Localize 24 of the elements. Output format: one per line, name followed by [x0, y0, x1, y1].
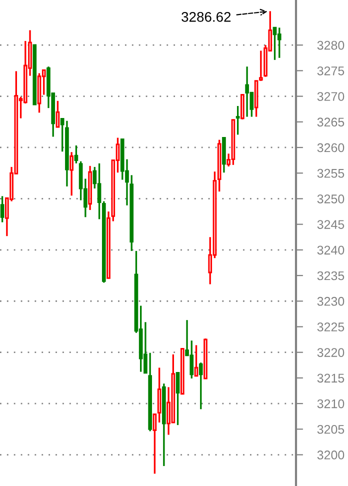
y-tick-label: 3255 [317, 168, 344, 178]
candlestick [130, 174, 134, 252]
y-tick-label: 3280 [317, 40, 344, 50]
y-tick-label: 3250 [317, 194, 344, 204]
y-tick-label: 3240 [317, 246, 344, 255]
y-tick-label: 3215 [317, 374, 344, 383]
candlestick [236, 105, 240, 136]
y-tick-label: 3275 [317, 66, 344, 76]
y-tick-label: 3265 [317, 118, 344, 127]
y-tick-label: 3230 [317, 296, 344, 306]
y-tick-label: 3200 [317, 450, 344, 460]
annotation: 3286.62 [182, 12, 231, 22]
y-tick-label: 3245 [317, 220, 344, 229]
y-tick-label: 3220 [317, 348, 344, 357]
y-tick-label: 3205 [317, 424, 344, 434]
candlestick [70, 151, 74, 196]
y-tick-label: 3270 [317, 92, 344, 101]
candlestick [88, 165, 92, 211]
y-tick-label: 3210 [317, 399, 344, 408]
y-tick-label: 3235 [317, 271, 344, 280]
y-tick-label: 3260 [317, 143, 344, 152]
candlestick [162, 382, 166, 467]
y-tick-label: 3225 [317, 322, 344, 332]
candlestick [157, 366, 162, 424]
